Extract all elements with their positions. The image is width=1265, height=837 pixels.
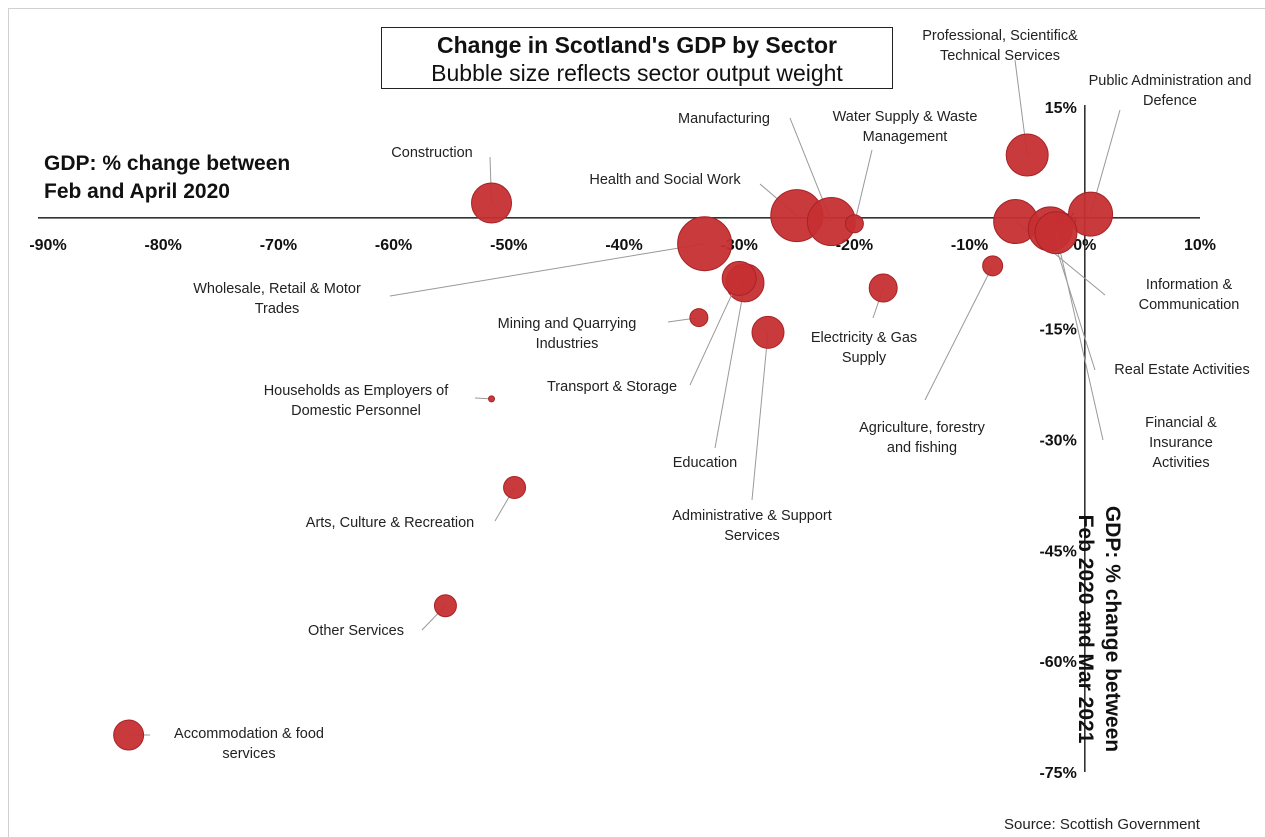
- x-tick-label: -90%: [29, 237, 66, 254]
- data-bubble: [113, 719, 145, 751]
- leader-line: [1055, 232, 1104, 441]
- x-tick-label: -10%: [951, 237, 988, 254]
- sector-label: Households as Employers of Domestic Perso…: [264, 383, 450, 419]
- data-bubble: [471, 182, 513, 224]
- leader-line: [689, 278, 740, 386]
- y-tick-label: 15%: [1045, 100, 1077, 117]
- source-note: Source: Scottish Government: [1004, 816, 1200, 833]
- data-bubble: [1005, 133, 1049, 177]
- data-bubble: [1034, 211, 1078, 255]
- leader-line: [751, 332, 769, 501]
- sector-label: Construction: [391, 145, 472, 161]
- sector-label: Arts, Culture & Recreation: [306, 515, 474, 531]
- x-tick-label: 10%: [1184, 237, 1216, 254]
- y-tick-label: -75%: [1039, 765, 1076, 782]
- sector-label: Agriculture, forestry and fishing: [859, 420, 985, 456]
- sector-label: Professional, Scientific& Technical Servi…: [922, 28, 1078, 64]
- data-bubble: [503, 476, 527, 500]
- sector-label: Electricity & Gas Supply: [811, 330, 917, 366]
- sector-label: Administrative & Support Services: [672, 508, 832, 544]
- chart-title: Change in Scotland's GDP by Sector: [437, 32, 837, 58]
- data-bubble: [721, 260, 757, 296]
- data-bubble: [677, 216, 733, 272]
- data-bubble: [689, 308, 709, 328]
- data-bubble: [751, 315, 785, 349]
- sector-label: Wholesale, Retail & Motor Trades: [193, 281, 361, 317]
- sector-label: Financial & Insurance Activities: [1145, 415, 1217, 471]
- sector-label: Information & Communication: [1139, 277, 1240, 313]
- data-bubble: [488, 395, 496, 403]
- sector-label: Health and Social Work: [589, 172, 741, 188]
- x-tick-label: 0%: [1073, 237, 1096, 254]
- sector-label: Real Estate Activities: [1114, 362, 1249, 378]
- sector-label: Other Services: [308, 623, 404, 639]
- y-tick-label: -45%: [1039, 543, 1076, 560]
- leader-line: [924, 265, 994, 401]
- chart-frame: [8, 8, 1265, 837]
- chart-title-box: Change in Scotland's GDP by Sector Bubbl…: [381, 27, 893, 89]
- data-bubble: [868, 273, 898, 303]
- leader-line: [389, 243, 705, 297]
- sector-label: Transport & Storage: [547, 379, 677, 395]
- y-tick-label: -15%: [1039, 322, 1076, 339]
- data-bubble: [844, 214, 864, 234]
- data-bubble: [433, 594, 457, 618]
- y-axis-title: GDP: % change between Feb 2020 and Mar 2…: [1074, 505, 1124, 753]
- data-bubble: [982, 255, 1004, 277]
- sector-label: Mining and Quarrying Industries: [498, 316, 637, 352]
- x-tick-label: -40%: [605, 237, 642, 254]
- sector-label: Manufacturing: [678, 111, 770, 127]
- leader-line: [714, 282, 746, 449]
- chart-subtitle: Bubble size reflects sector output weigh…: [431, 60, 843, 86]
- sector-label: Water Supply & Waste Management: [833, 109, 978, 145]
- sector-label: Education: [673, 455, 738, 471]
- data-bubble: [1068, 191, 1114, 237]
- y-tick-label: -60%: [1039, 654, 1076, 671]
- x-tick-label: -70%: [260, 237, 297, 254]
- y-tick-label: -30%: [1039, 433, 1076, 450]
- x-axis-title: GDP: % change between Feb and April 2020: [44, 152, 291, 203]
- x-tick-label: -50%: [490, 237, 527, 254]
- x-tick-label: -60%: [375, 237, 412, 254]
- leader-line: [853, 149, 873, 224]
- sector-label: Public Administration and Defence: [1089, 73, 1252, 109]
- sector-label: Accommodation & food services: [174, 726, 324, 762]
- x-tick-label: -80%: [145, 237, 182, 254]
